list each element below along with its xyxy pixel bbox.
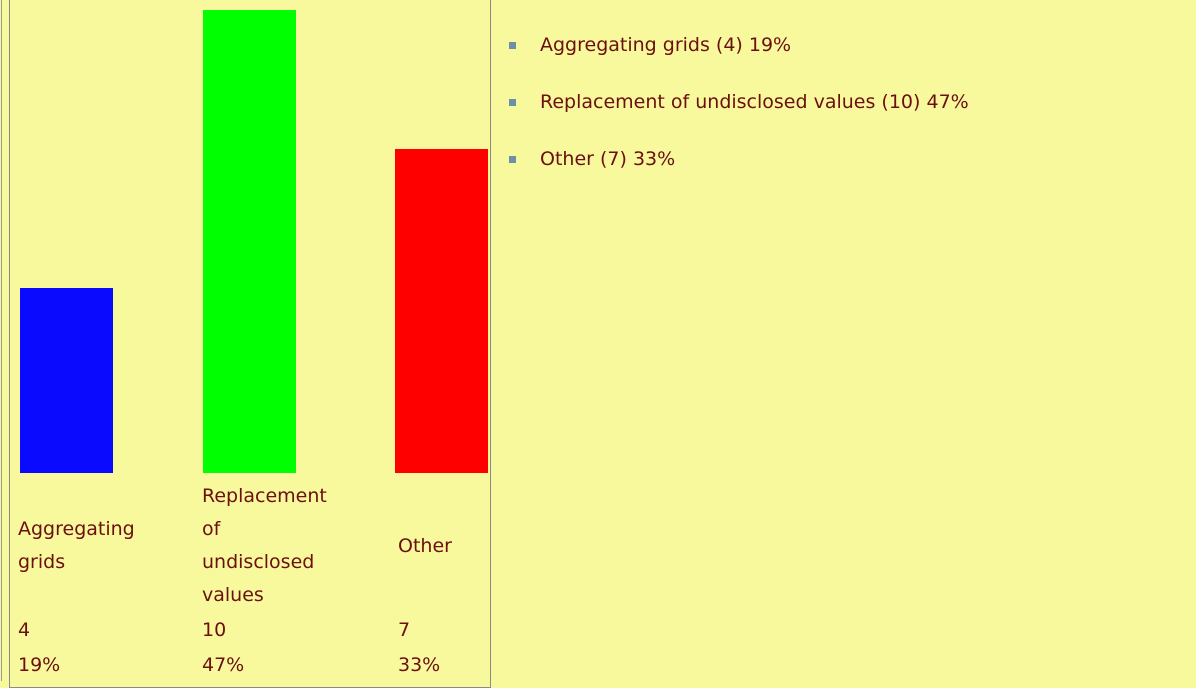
- category-label: Other: [398, 534, 452, 557]
- count-label: 4: [18, 619, 31, 641]
- frame-edge: [1, 0, 2, 681]
- bar: [395, 148, 488, 473]
- legend-bullet: [509, 99, 516, 106]
- percent-label: 19%: [18, 654, 61, 676]
- bar: [203, 10, 296, 473]
- legend-entry: Replacement of undisclosed values (10) 4…: [540, 91, 969, 113]
- percent-label: 47%: [202, 654, 245, 676]
- legend-bullet: [509, 156, 516, 163]
- percent-label: 33%: [398, 654, 441, 676]
- bar: [20, 287, 113, 473]
- legend-entry: Other (7) 33%: [540, 148, 676, 170]
- count-label: 10: [202, 619, 227, 641]
- count-label: 7: [398, 619, 411, 641]
- legend-bullet: [509, 42, 516, 49]
- category-label: Replacement of undisclosed values: [202, 485, 327, 606]
- category-label: Aggregating grids: [18, 518, 135, 573]
- legend-entry: Aggregating grids (4) 19%: [540, 34, 792, 56]
